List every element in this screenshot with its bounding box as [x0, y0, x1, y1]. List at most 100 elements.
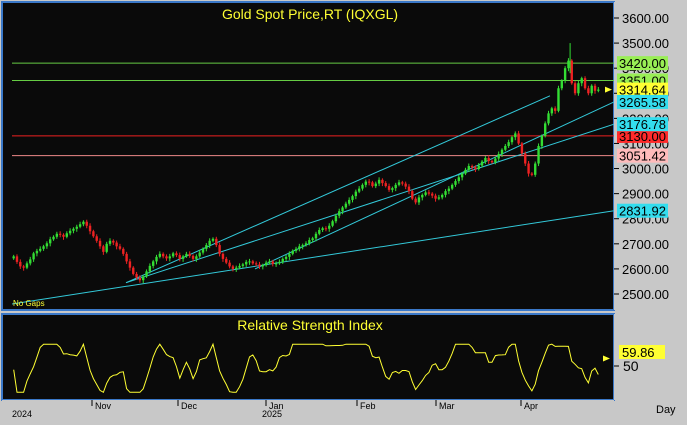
candle	[188, 251, 191, 258]
candle	[377, 177, 381, 187]
candle	[49, 236, 52, 247]
candle	[384, 181, 387, 188]
candle	[487, 155, 490, 165]
candle	[231, 264, 235, 272]
time-axis-bg[interactable]	[2, 400, 614, 418]
candle	[22, 264, 25, 271]
candle	[82, 220, 85, 227]
candle	[347, 197, 351, 206]
candle	[32, 251, 35, 262]
price-tag-bg-4	[617, 82, 668, 97]
candle	[301, 243, 304, 250]
candle	[414, 196, 417, 205]
candle	[68, 228, 72, 236]
candle	[437, 194, 441, 201]
candle	[371, 180, 374, 188]
trendline-3	[254, 101, 615, 270]
candle	[85, 219, 88, 229]
candle	[434, 193, 437, 202]
candle	[421, 193, 424, 201]
candle	[102, 244, 105, 255]
candle	[148, 263, 152, 274]
month-label-dec: Dec	[181, 401, 198, 411]
price-tick-label-6: 3000.00	[622, 162, 669, 177]
candle	[278, 259, 281, 265]
candle	[112, 239, 115, 246]
candle	[39, 246, 42, 253]
candle	[138, 275, 142, 283]
candle	[411, 189, 414, 201]
candle	[75, 224, 78, 232]
candle	[235, 265, 238, 272]
candle	[467, 163, 470, 172]
candle	[457, 174, 461, 184]
candle	[490, 159, 494, 164]
candle	[142, 274, 145, 284]
candle	[464, 167, 467, 176]
candle	[477, 163, 480, 171]
candle	[201, 247, 205, 255]
candle	[178, 252, 181, 262]
candle	[195, 254, 198, 262]
month-label-apr: Apr	[524, 401, 538, 411]
candle	[547, 110, 550, 126]
candle	[450, 183, 454, 191]
candle	[254, 261, 258, 267]
trendline-0	[11, 210, 615, 305]
trendline-2	[125, 95, 551, 284]
candle	[583, 76, 587, 90]
candle	[324, 226, 328, 232]
candle	[407, 184, 411, 195]
candle	[381, 178, 384, 187]
candle	[580, 76, 583, 87]
candle	[557, 85, 560, 113]
period-day-button[interactable]: Day	[656, 404, 676, 416]
candle	[510, 135, 514, 145]
candle	[474, 165, 477, 173]
month-label-jan: Jan	[269, 401, 284, 411]
year-label-2025: 2025	[262, 409, 282, 419]
candle	[132, 266, 135, 276]
candle	[251, 259, 255, 265]
candle	[530, 172, 534, 177]
candle	[161, 252, 165, 259]
price-tick-label-9: 2700.00	[622, 237, 669, 252]
candle	[527, 161, 530, 177]
candle	[72, 227, 75, 234]
rsi-series	[13, 342, 610, 394]
candle	[404, 181, 407, 190]
price-value-tags: 3420.003351.003130.003051.423314.643265.…	[605, 56, 668, 219]
candle	[447, 186, 451, 195]
candle	[431, 192, 434, 199]
candle	[321, 226, 324, 233]
candle	[264, 260, 268, 267]
candle	[215, 236, 218, 248]
candle	[118, 243, 122, 251]
price-tag-bg-3	[617, 148, 668, 163]
candle	[577, 80, 580, 96]
candle	[597, 87, 600, 93]
time-axis-labels: Nov Dec Jan Feb Mar Apr 2024 2025	[12, 400, 538, 419]
candle	[500, 148, 504, 158]
candle	[514, 131, 517, 141]
candlesticks	[12, 43, 600, 284]
candle	[198, 250, 201, 258]
candle	[397, 179, 401, 187]
candle	[211, 237, 215, 243]
rsi-panel-title: Relative Strength Index	[237, 317, 383, 333]
candle	[590, 84, 593, 96]
no-gaps-note: No Gaps	[13, 299, 45, 308]
candle	[12, 254, 15, 260]
candle	[245, 259, 248, 267]
candle	[504, 143, 507, 152]
trendline-1	[125, 123, 615, 284]
candle	[108, 238, 112, 246]
candle	[387, 183, 391, 192]
candle	[497, 151, 500, 162]
candle	[294, 246, 298, 253]
candle	[401, 180, 404, 186]
month-label-nov: Nov	[95, 401, 112, 411]
candle	[593, 83, 597, 94]
candle	[517, 130, 520, 145]
